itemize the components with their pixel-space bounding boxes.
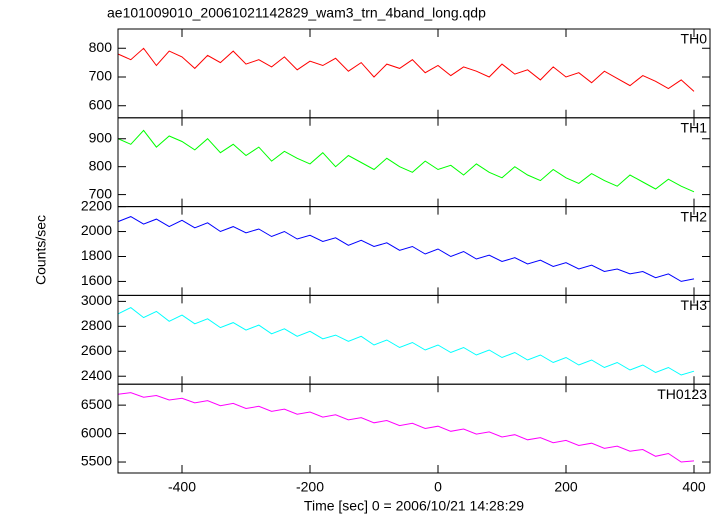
y-tick-label: 5500 [81,453,112,469]
light-curve [117,47,695,92]
chart-title: ae101009010_20061021142829_wam3_trn_4ban… [107,5,486,21]
y-tick-label: 600 [89,96,113,112]
y-tick-label: 900 [89,129,113,145]
y-tick-label: 800 [89,39,113,55]
panel-label: TH2 [681,208,708,224]
panel-label: TH1 [681,120,708,136]
y-tick-label: 3000 [81,292,112,308]
x-tick-label: 400 [682,479,706,495]
y-tick-label: 2000 [81,222,112,238]
panel-frame [117,294,711,385]
panel-label: TH0 [681,31,708,47]
light-curve [117,216,695,282]
y-tick-label: 6000 [81,424,112,440]
panel-frame [117,383,711,474]
y-tick-label: 1600 [81,272,112,288]
x-tick-label: -400 [168,479,196,495]
light-curve [117,129,695,193]
y-tick-label: 2400 [81,367,112,383]
x-tick-label: 0 [434,479,442,495]
light-curve [117,392,695,463]
panel-frame [117,28,711,119]
y-tick-label: 2600 [81,342,112,358]
y-tick-label: 700 [89,68,113,84]
panel-frame [117,117,711,208]
panel-label: TH0123 [657,386,707,402]
panel-frame [117,206,711,296]
y-tick-label: 800 [89,157,113,173]
y-tick-label: 700 [89,185,113,201]
y-axis-label: Counts/sec [33,215,49,285]
x-tick-label: -200 [296,479,324,495]
y-tick-label: 2200 [81,197,112,213]
y-tick-label: 2800 [81,317,112,333]
y-tick-label: 1800 [81,247,112,263]
light-curve [117,307,695,376]
panel-label: TH3 [681,297,708,313]
x-tick-label: 200 [554,479,578,495]
y-tick-label: 6500 [81,396,112,412]
x-axis-label: Time [sec] 0 = 2006/10/21 14:28:29 [304,498,524,514]
